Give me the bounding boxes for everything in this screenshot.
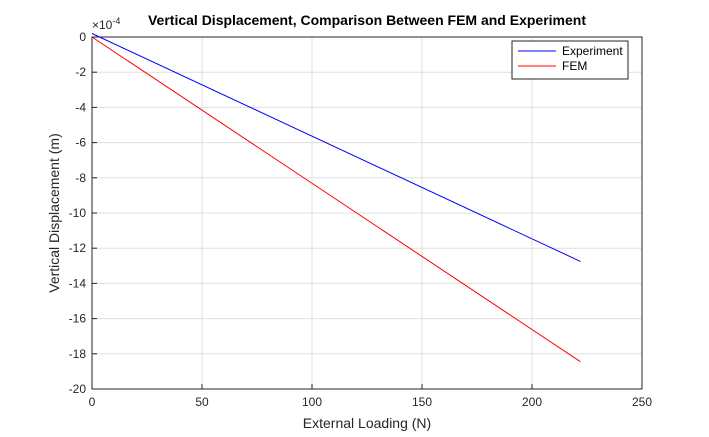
x-axis-ticks: 0 50 100 150 200 250	[89, 384, 652, 409]
series-line-fem	[91, 36, 581, 363]
grid	[92, 37, 642, 389]
y-tick-label: -8	[75, 171, 86, 185]
y-axis-ticks: 0 -2 -4 -6 -8 -10 -12 -14 -16 -18 -20	[69, 30, 97, 396]
y-tick-label: -12	[69, 241, 87, 255]
x-tick-label: 200	[522, 395, 542, 409]
y-tick-label: -14	[69, 276, 87, 290]
y-tick-label: -16	[69, 312, 87, 326]
legend-label-fem: FEM	[562, 59, 587, 73]
y-tick-label: 0	[79, 30, 86, 44]
x-tick-label: 50	[195, 395, 209, 409]
x-tick-label: 150	[412, 395, 432, 409]
y-tick-label: -20	[69, 382, 87, 396]
x-tick-label: 100	[302, 395, 322, 409]
y-axis-exponent-power: -4	[112, 16, 120, 26]
y-axis-exponent-base: ×10	[92, 18, 113, 32]
y-tick-label: -6	[75, 136, 86, 150]
x-tick-label: 250	[632, 395, 652, 409]
y-tick-label: -10	[69, 206, 87, 220]
x-axis-label: External Loading (N)	[303, 415, 431, 431]
legend-label-experiment: Experiment	[562, 44, 623, 58]
series-line-experiment	[91, 33, 581, 262]
y-axis-exponent: ×10-4	[92, 16, 120, 32]
x-tick-label: 0	[89, 395, 96, 409]
y-tick-label: -18	[69, 347, 87, 361]
legend-box	[511, 40, 629, 80]
series-lines	[91, 33, 581, 363]
chart-title: Vertical Displacement, Comparison Betwee…	[148, 12, 586, 28]
y-axis-label: Vertical Displacement (m)	[46, 133, 62, 293]
y-tick-label: -4	[75, 100, 86, 114]
y-tick-label: -2	[75, 65, 86, 79]
